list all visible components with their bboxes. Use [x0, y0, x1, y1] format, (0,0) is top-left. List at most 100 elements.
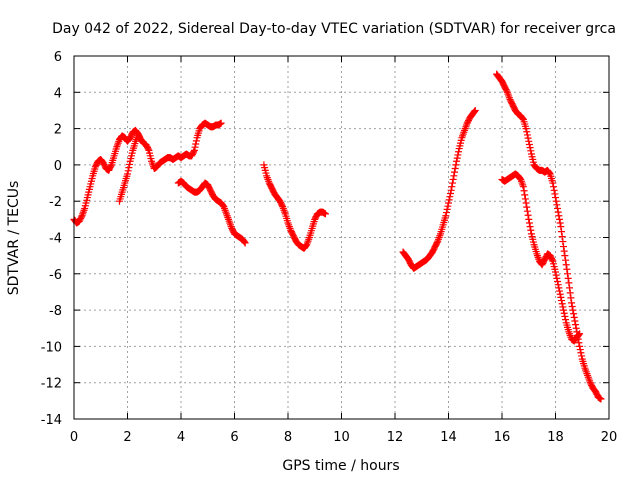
plot-frame [73, 55, 610, 420]
data-points [70, 70, 605, 403]
y-tick-label: 4 [54, 86, 62, 101]
data-point [445, 196, 453, 204]
data-point [575, 331, 583, 339]
data-point [191, 143, 199, 151]
data-point [572, 324, 580, 332]
data-point [442, 212, 450, 220]
data-point [453, 157, 461, 165]
x-tick-label: 10 [333, 430, 350, 445]
data-point [126, 160, 134, 168]
data-point [519, 115, 527, 123]
data-point [452, 161, 460, 169]
data-point [559, 303, 567, 311]
y-tick-label: -4 [49, 232, 62, 247]
x-tick-label: 4 [177, 430, 185, 445]
data-point [562, 256, 570, 264]
data-point [548, 256, 556, 264]
data-point [569, 306, 577, 314]
data-point [577, 349, 585, 357]
data-point [558, 233, 566, 241]
series-arc-7 [498, 170, 584, 345]
axis-ticks [73, 55, 610, 420]
data-point [134, 130, 142, 138]
data-point [551, 190, 559, 198]
data-point [561, 312, 569, 320]
data-point [454, 151, 462, 159]
data-point [451, 168, 459, 176]
y-tick-label: -10 [41, 340, 62, 355]
x-tick-label: 16 [494, 430, 511, 445]
y-tick-label: -12 [41, 377, 62, 392]
data-point [525, 137, 533, 145]
data-point [523, 207, 531, 215]
data-point [522, 125, 530, 133]
data-point [558, 300, 566, 308]
data-point [545, 169, 553, 177]
y-axis-label: SDTVAR / TECUs [6, 181, 22, 296]
data-point [190, 148, 198, 156]
data-point [471, 107, 479, 115]
data-point [576, 342, 584, 350]
data-point [556, 215, 564, 223]
data-point [556, 219, 564, 227]
series-arc-5 [399, 106, 479, 272]
data-point [556, 287, 564, 295]
data-point [241, 238, 249, 246]
data-point [144, 145, 152, 153]
data-point [455, 148, 463, 156]
data-point [553, 201, 561, 209]
data-point [560, 243, 568, 251]
data-point [555, 212, 563, 220]
x-tick-label: 6 [230, 430, 238, 445]
data-point [433, 238, 441, 246]
data-point [525, 219, 533, 227]
data-point [554, 208, 562, 216]
data-point [448, 183, 456, 191]
x-tick-label: 2 [123, 430, 131, 445]
data-point [526, 223, 534, 231]
series-arc-2 [115, 130, 142, 205]
data-point [527, 147, 535, 155]
y-tick-label: 6 [54, 50, 62, 65]
data-point [552, 194, 559, 202]
data-point [570, 313, 578, 321]
data-point [190, 146, 198, 154]
data-point [192, 140, 200, 148]
data-point [552, 197, 560, 205]
data-point [576, 330, 584, 338]
y-tick-label: -6 [49, 268, 62, 283]
data-point [125, 164, 133, 172]
x-tick-label: 0 [70, 430, 78, 445]
data-point [278, 201, 286, 209]
data-point [471, 106, 479, 114]
data-point [550, 186, 558, 194]
data-point [450, 172, 458, 180]
y-tick-label: -2 [49, 195, 62, 210]
data-point [524, 211, 532, 219]
data-point [553, 274, 561, 282]
data-point [523, 203, 531, 211]
x-tick-label: 20 [601, 430, 618, 445]
data-point [565, 279, 573, 287]
data-point [503, 87, 511, 95]
data-point [564, 270, 572, 278]
data-point [77, 213, 85, 221]
data-point [124, 170, 131, 178]
data-point [525, 215, 533, 223]
y-tick-label: 2 [54, 123, 62, 138]
data-point [578, 352, 586, 360]
data-point [526, 144, 534, 152]
data-point [447, 186, 455, 194]
data-point [523, 131, 531, 139]
data-point [562, 316, 570, 324]
grid [74, 56, 609, 419]
data-point [447, 189, 455, 197]
data-point [549, 179, 557, 187]
series-arc-4 [260, 161, 329, 252]
data-point [521, 191, 529, 199]
data-point [554, 281, 562, 289]
data-point [124, 167, 132, 175]
data-point [524, 134, 532, 142]
data-point [568, 302, 576, 310]
